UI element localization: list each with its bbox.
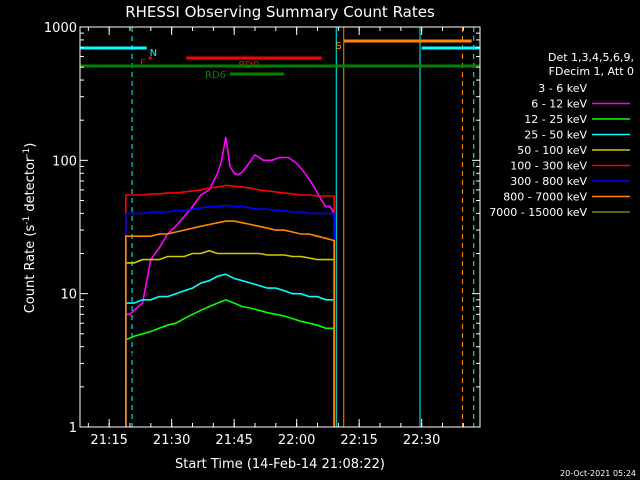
plot-area: NFRD0SRD6 <box>80 27 480 427</box>
x-tick-label: 21:30 <box>153 433 190 448</box>
series-line <box>125 298 336 427</box>
x-tick-label: 22:00 <box>278 433 315 448</box>
legend-header: FDecim 1, Att 0 <box>549 65 634 78</box>
legend-entry: 3 - 6 keV <box>538 82 587 95</box>
flag-label: F <box>140 58 146 69</box>
y-tick-label: 10 <box>60 288 77 303</box>
legend: Det 1,3,4,5,6,9,FDecim 1, Att 0 3 - 6 keV… <box>489 51 634 219</box>
x-axis-label: Start Time (14-Feb-14 21:08:22) <box>175 457 385 472</box>
x-tick-label: 22:15 <box>340 433 377 448</box>
legend-header: Det 1,3,4,5,6,9, <box>548 51 634 64</box>
y-tick-label: 1 <box>69 421 77 436</box>
legend-entry: 800 - 7000 keV <box>503 191 587 204</box>
y-tick-label: 100 <box>52 154 77 169</box>
y-tick-label: 1000 <box>44 21 77 36</box>
legend-entry: 50 - 100 keV <box>517 144 587 157</box>
chart-title: RHESSI Observing Summary Count Rates <box>125 3 435 21</box>
legend-entry: 7000 - 15000 keV <box>489 206 587 219</box>
series-line <box>125 249 336 427</box>
y-axis-label-sup1: -1 <box>22 216 32 225</box>
series-line <box>125 204 336 427</box>
series-line <box>125 273 336 427</box>
flag-label: N <box>150 48 157 59</box>
y-axis-label-mid: detector <box>23 156 38 216</box>
axes: 1 10 100 1000 21:15 21:30 21:45 22:00 22:15 22:30 <box>44 21 481 448</box>
legend-entry: 100 - 300 keV <box>510 160 587 173</box>
series-line <box>125 184 336 427</box>
flag-label: S <box>335 41 341 52</box>
legend-entry: 300 - 800 keV <box>510 175 587 188</box>
x-tick-label: 21:15 <box>90 433 127 448</box>
y-axis-label-end: ) <box>23 143 38 148</box>
y-axis-label: Count Rate (s-1 detector-1) <box>22 143 38 314</box>
plot-frame <box>79 26 481 428</box>
series-line <box>125 187 336 427</box>
x-tick-label: 22:30 <box>403 433 440 448</box>
y-axis-label-sup2: -1 <box>22 148 32 157</box>
series-line <box>125 220 336 427</box>
legend-entry: 12 - 25 keV <box>524 113 587 126</box>
series-line <box>125 136 336 427</box>
flag-label: RD6 <box>205 70 226 81</box>
legend-entry: 25 - 50 keV <box>524 129 587 142</box>
x-tick-label: 21:45 <box>215 433 252 448</box>
legend-entry: 6 - 12 keV <box>531 98 587 111</box>
timestamp: 20-Oct-2021 05:24 <box>560 469 636 478</box>
y-axis-label-main: Count Rate (s <box>23 225 38 314</box>
